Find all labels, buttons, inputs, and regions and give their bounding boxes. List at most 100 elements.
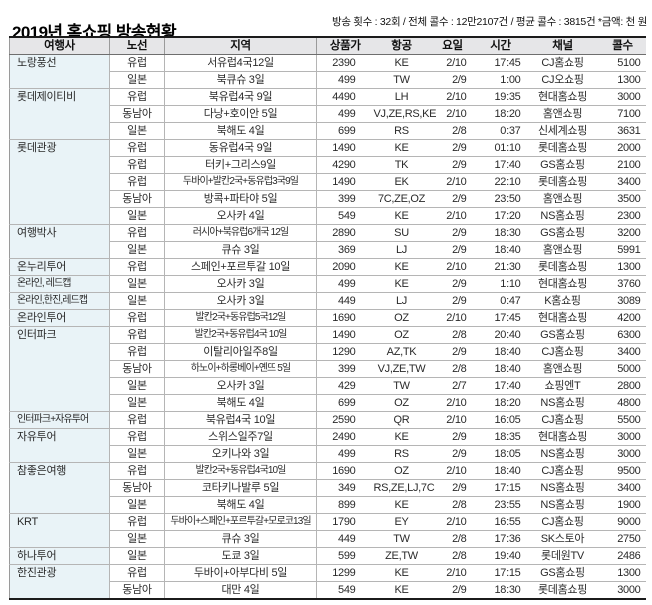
region-cell: 다낭+호이안 5일 (164, 105, 317, 123)
table-row: 한진관광 유럽 두바이+아부다비 5일 1299 KE 2/10 17:15 GS홈쇼핑 130… (9, 564, 646, 600)
time-cell: 21:30 (475, 258, 526, 276)
route-cell: 유럽 (109, 88, 165, 106)
price-cell: 499 (316, 71, 374, 89)
channel-cell: 신세계쇼핑 (525, 122, 600, 140)
calls-cell: 3400 (599, 173, 646, 191)
airline-cell: OZ (373, 326, 430, 344)
route-cell: 일본 (109, 207, 165, 225)
price-cell: 1490 (316, 173, 374, 191)
day-cell: 2/8 (429, 122, 476, 140)
time-cell: 17:40 (475, 156, 526, 174)
channel-cell: CJ홈쇼핑 (525, 462, 600, 480)
airline-cell: KE (373, 54, 430, 72)
region-cell: 방콕+파타야 5일 (164, 190, 317, 208)
region-cell: 북해도 4일 (164, 394, 317, 412)
route-cell: 유럽 (109, 411, 165, 429)
table-row: 동남아 하노이+하롱베이+옌뜨 5일 399 VJ,ZE,TW 2/8 18:40 홈앤쇼핑… (10, 360, 646, 378)
day-cell: 2/8 (429, 326, 476, 344)
calls-cell: 3089 (599, 292, 646, 310)
calls-cell: 7100 (599, 105, 646, 123)
channel-cell: K홈쇼핑 (525, 292, 600, 310)
channel-cell: CJ홈쇼핑 (525, 513, 600, 531)
agency-cell: 온누리투어 (9, 258, 110, 276)
price-cell: 2590 (316, 411, 374, 429)
price-cell: 449 (316, 292, 374, 310)
col-header-airline: 항공 (373, 36, 430, 55)
route-cell: 유럽 (109, 173, 165, 191)
calls-cell: 2100 (599, 156, 646, 174)
calls-cell: 3760 (599, 275, 646, 293)
table-row: 유럽 터키+그리스9일 4290 TK 2/9 17:40 GS홈쇼핑 2100 (10, 156, 646, 174)
region-cell: 동유럽4국 9일 (164, 139, 317, 157)
day-cell: 2/10 (429, 54, 476, 72)
calls-cell: 1300 (599, 564, 646, 582)
channel-cell: GS홈쇼핑 (525, 224, 600, 242)
region-cell: 스페인+포르투갈 10일 (164, 258, 317, 276)
table-row: 여행박사 유럽 러시아+북유럽6개국 12일 2890 SU 2/9 18:30 GS홈쇼핑 3… (9, 224, 646, 259)
airline-cell: SU (373, 224, 430, 242)
agency-cell: KRT (9, 513, 110, 548)
calls-cell: 3000 (599, 581, 646, 600)
calls-cell: 3200 (599, 224, 646, 242)
table-row: 온라인,한진,레드캡 일본 오사카 3일 449 LJ 2/9 0:47 K홈쇼핑 3089 (9, 292, 646, 310)
price-cell: 399 (316, 360, 374, 378)
channel-cell: NS홈쇼핑 (525, 479, 600, 497)
time-cell: 0:37 (475, 122, 526, 140)
table-row: 유럽 이탈리아일주8일 1290 AZ,TK 2/9 18:40 CJ홈쇼핑 3400 (10, 343, 646, 361)
day-cell: 2/8 (429, 496, 476, 514)
time-cell: 01:10 (475, 139, 526, 157)
channel-cell: 롯데홈쇼핑 (525, 139, 600, 157)
table-row: 일본 북해도 4일 699 OZ 2/10 18:20 NS홈쇼핑 4800 (10, 394, 646, 412)
price-cell: 699 (316, 394, 374, 412)
calls-cell: 3000 (599, 88, 646, 106)
channel-cell: 홈앤쇼핑 (525, 190, 600, 208)
day-cell: 2/10 (429, 513, 476, 531)
table-row: 동남아 대만 4일 549 KE 2/9 18:30 롯데홈쇼핑 3000 (10, 581, 646, 600)
table-row: 동남아 코타키나발루 5일 349 RS,ZE,LJ,7C 2/9 17:15 NS홈쇼핑 3… (10, 479, 646, 497)
calls-cell: 2800 (599, 377, 646, 395)
table-row: 일본 큐슈 3일 369 LJ 2/9 18:40 홈앤쇼핑 5991 (10, 241, 646, 259)
time-cell: 1:10 (475, 275, 526, 293)
day-cell: 2/10 (429, 105, 476, 123)
table-row: 일본 오키나와 3일 499 RS 2/9 18:05 NS홈쇼핑 3000 (10, 445, 646, 463)
route-cell: 일본 (109, 71, 165, 89)
channel-cell: GS홈쇼핑 (525, 326, 600, 344)
region-cell: 터키+그리스9일 (164, 156, 317, 174)
calls-cell: 3000 (599, 445, 646, 463)
col-header-price: 상품가 (316, 36, 374, 55)
day-cell: 2/10 (429, 462, 476, 480)
calls-cell: 2750 (599, 530, 646, 548)
day-cell: 2/9 (429, 479, 476, 497)
calls-cell: 9000 (599, 513, 646, 531)
table-row: 인터파크+자유투어 유럽 북유럽4국 10일 2590 QR 2/10 16:05 CJ홈쇼핑… (9, 411, 646, 429)
channel-cell: 롯데홈쇼핑 (525, 173, 600, 191)
region-cell: 북해도 4일 (164, 122, 317, 140)
route-cell: 유럽 (109, 343, 165, 361)
region-cell: 발칸2국+동유럽5국12일 (164, 309, 317, 327)
channel-cell: SK스토아 (525, 530, 600, 548)
price-cell: 4290 (316, 156, 374, 174)
price-cell: 1290 (316, 343, 374, 361)
route-cell: 유럽 (109, 139, 165, 157)
airline-cell: RS,ZE,LJ,7C (373, 479, 435, 497)
airline-cell: TW (373, 71, 430, 89)
airline-cell: KE (373, 581, 430, 600)
route-cell: 일본 (109, 496, 165, 514)
airline-cell: AZ,TK (373, 343, 430, 361)
route-cell: 일본 (109, 122, 165, 140)
time-cell: 18:40 (475, 343, 526, 361)
table-row: 온누리투어 유럽 스페인+포르투갈 10일 2090 KE 2/10 21:30 롯데홈쇼핑 1… (9, 258, 646, 276)
summary-stats: 방송 횟수 : 32회 / 전체 콜수 : 12만2107건 / 평균 콜수 :… (331, 16, 647, 28)
price-cell: 2490 (316, 428, 374, 446)
route-cell: 일본 (109, 275, 165, 293)
region-cell: 도쿄 3일 (164, 547, 317, 565)
price-cell: 1490 (316, 326, 374, 344)
channel-cell: CJ홈쇼핑 (525, 411, 600, 429)
calls-cell: 3631 (599, 122, 646, 140)
route-cell: 일본 (109, 547, 165, 565)
table-body: 노랑풍선 유럽 서유럽4국12일 2390 KE 2/10 17:45 CJ홈쇼핑 5100 일본… (9, 54, 646, 600)
channel-cell: 홈앤쇼핑 (525, 105, 600, 123)
airline-cell: RS (373, 122, 430, 140)
airline-cell: KE (373, 564, 430, 582)
